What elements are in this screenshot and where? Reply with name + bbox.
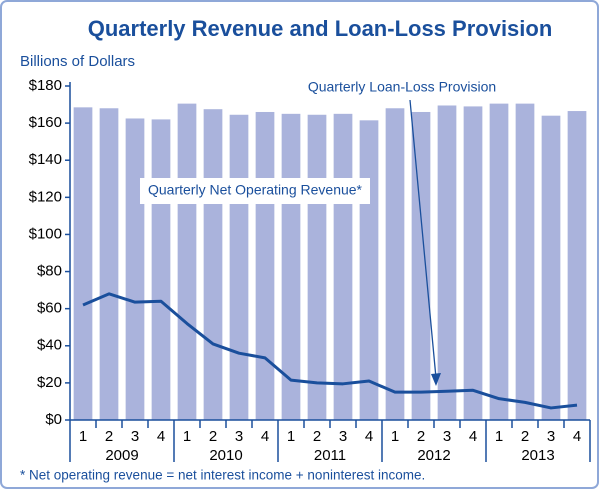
bar	[515, 103, 535, 420]
y-tick-label: $40	[37, 337, 62, 354]
bar	[567, 111, 587, 421]
legend-label: Quarterly Net Operating Revenue*	[148, 182, 363, 198]
year-label: 2012	[417, 447, 450, 464]
y-tick-label: $60	[37, 300, 62, 317]
y-axis-label: Billions of Dollars	[20, 53, 135, 70]
x-tick-label: 3	[235, 428, 243, 445]
y-tick-label: $140	[29, 151, 62, 168]
bar	[437, 105, 457, 420]
annotation-arrow	[409, 99, 437, 379]
x-tick-label: 4	[261, 428, 269, 445]
bar	[125, 118, 145, 420]
bar	[203, 109, 223, 420]
annotation-box	[140, 178, 370, 204]
x-tick-label: 1	[495, 428, 503, 445]
y-tick-label: $120	[29, 188, 62, 205]
y-tick-label: $100	[29, 225, 62, 242]
annotation-box	[300, 76, 505, 100]
year-label: 2009	[105, 447, 138, 464]
chart-title: Quarterly Revenue and Loan-Loss Provisio…	[88, 16, 553, 41]
bar	[73, 107, 93, 420]
year-label: 2010	[209, 447, 242, 464]
bar	[99, 108, 119, 421]
bar	[359, 120, 379, 421]
x-tick-label: 2	[313, 428, 321, 445]
y-tick-label: $0	[45, 411, 62, 428]
x-tick-label: 1	[287, 428, 295, 445]
bar	[411, 111, 431, 420]
x-tick-label: 4	[365, 428, 373, 445]
bar	[489, 103, 509, 420]
bar	[177, 103, 197, 420]
x-tick-label: 3	[547, 428, 555, 445]
bar	[333, 113, 353, 420]
legend-label: Quarterly Loan-Loss Provision	[308, 79, 496, 95]
year-label: 2011	[314, 447, 346, 464]
bar	[229, 114, 249, 420]
x-tick-label: 2	[105, 428, 113, 445]
x-tick-label: 4	[469, 428, 477, 445]
y-tick-label: $80	[37, 263, 62, 280]
year-label: 2013	[521, 447, 554, 464]
y-tick-label: $160	[29, 114, 62, 131]
bar	[151, 119, 171, 421]
x-tick-label: 3	[339, 428, 347, 445]
x-tick-label: 3	[131, 428, 139, 445]
bar	[385, 108, 405, 421]
x-tick-label: 1	[183, 428, 191, 445]
bar	[255, 111, 275, 420]
bar	[463, 106, 483, 421]
bar	[541, 115, 561, 420]
footnote: * Net operating revenue = net interest i…	[20, 468, 425, 483]
x-tick-label: 1	[391, 428, 399, 445]
x-tick-label: 2	[209, 428, 217, 445]
arrow-head	[431, 373, 441, 386]
y-tick-label: $20	[37, 374, 62, 391]
line	[82, 292, 578, 410]
x-tick-label: 2	[521, 428, 529, 445]
x-tick-label: 3	[443, 428, 451, 445]
x-tick-label: 4	[573, 428, 581, 445]
y-tick-label: $180	[29, 77, 62, 94]
bar	[307, 114, 327, 420]
x-tick-label: 4	[157, 428, 165, 445]
x-tick-label: 1	[79, 428, 87, 445]
x-tick-label: 2	[417, 428, 425, 445]
